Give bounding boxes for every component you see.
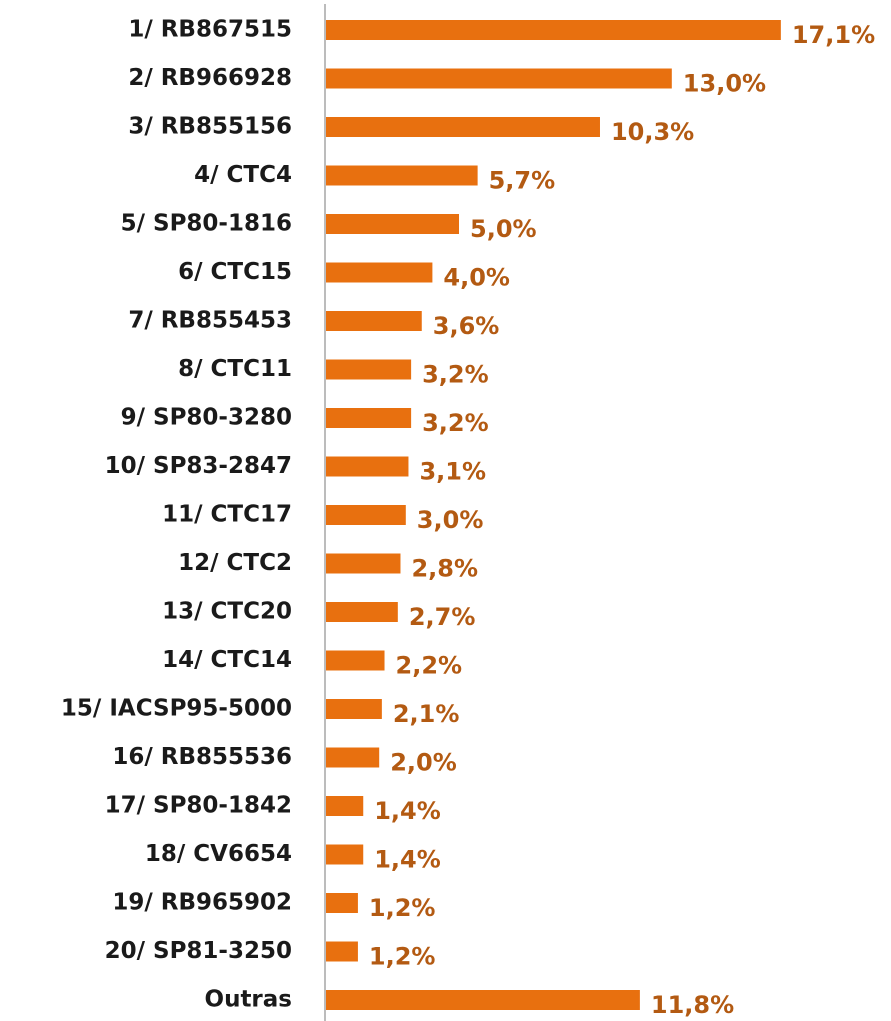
y-tick-label: 7/ RB855453 bbox=[128, 308, 292, 334]
y-tick-label: 20/ SP81-3250 bbox=[105, 938, 292, 964]
data-label: 5,7% bbox=[489, 167, 556, 195]
bar bbox=[326, 990, 640, 1010]
bar bbox=[326, 893, 358, 913]
y-tick-label: 15/ IACSP95-5000 bbox=[61, 696, 292, 722]
y-tick-label: 16/ RB855536 bbox=[112, 744, 292, 770]
data-label: 17,1% bbox=[792, 21, 875, 49]
bar bbox=[326, 214, 459, 234]
data-label: 4,0% bbox=[443, 264, 510, 292]
y-tick-label: 14/ CTC14 bbox=[162, 647, 292, 673]
y-tick-label: 11/ CTC17 bbox=[162, 502, 292, 528]
data-label: 3,6% bbox=[433, 312, 500, 340]
bar bbox=[326, 844, 364, 865]
y-tick-label: 19/ RB965902 bbox=[112, 890, 292, 916]
data-label: 2,7% bbox=[409, 603, 476, 631]
y-tick-label: 1/ RB867515 bbox=[128, 17, 292, 43]
bar bbox=[326, 359, 412, 380]
bar bbox=[326, 117, 600, 137]
data-label: 3,2% bbox=[422, 409, 489, 437]
y-tick-label: 5/ SP80-1816 bbox=[121, 211, 292, 237]
data-label: 13,0% bbox=[683, 70, 766, 98]
y-tick-label: 18/ CV6654 bbox=[145, 841, 292, 867]
y-tick-label: 4/ CTC4 bbox=[194, 162, 292, 188]
bar bbox=[326, 68, 672, 89]
y-tick-label: Outras bbox=[205, 987, 292, 1013]
bar bbox=[326, 408, 412, 428]
y-tick-label: 10/ SP83-2847 bbox=[105, 453, 292, 479]
y-tick-label: 2/ RB966928 bbox=[128, 65, 292, 91]
data-label: 5,0% bbox=[470, 215, 537, 243]
bar bbox=[326, 262, 433, 283]
data-label: 10,3% bbox=[611, 118, 694, 146]
data-label: 2,0% bbox=[390, 749, 457, 777]
y-tick-label: 12/ CTC2 bbox=[178, 550, 292, 576]
bar bbox=[326, 505, 406, 525]
y-tick-label: 3/ RB855156 bbox=[128, 114, 292, 140]
bar bbox=[326, 650, 385, 671]
y-tick-label: 8/ CTC11 bbox=[178, 356, 292, 382]
data-label: 3,2% bbox=[422, 361, 489, 389]
bar bbox=[326, 747, 380, 768]
y-tick-label: 13/ CTC20 bbox=[162, 599, 292, 625]
data-label: 1,2% bbox=[369, 894, 436, 922]
data-label: 3,1% bbox=[419, 458, 486, 486]
bar bbox=[326, 796, 364, 816]
data-label: 1,2% bbox=[369, 943, 436, 971]
data-label: 11,8% bbox=[651, 991, 734, 1019]
data-label: 2,1% bbox=[393, 700, 460, 728]
bar bbox=[326, 20, 781, 40]
bar bbox=[326, 311, 422, 331]
data-label: 3,0% bbox=[417, 506, 484, 534]
data-label: 1,4% bbox=[374, 846, 441, 874]
data-label: 2,2% bbox=[396, 652, 463, 680]
y-tick-label: 17/ SP80-1842 bbox=[105, 793, 292, 819]
bar bbox=[326, 699, 382, 719]
bar bbox=[326, 456, 409, 477]
y-tick-label: 9/ SP80-3280 bbox=[121, 405, 292, 431]
bar bbox=[326, 553, 401, 574]
bar bbox=[326, 165, 478, 186]
bar bbox=[326, 941, 358, 962]
bar bbox=[326, 602, 398, 622]
data-label: 1,4% bbox=[374, 797, 441, 825]
data-label: 2,8% bbox=[411, 555, 478, 583]
y-tick-label: 6/ CTC15 bbox=[178, 259, 292, 285]
